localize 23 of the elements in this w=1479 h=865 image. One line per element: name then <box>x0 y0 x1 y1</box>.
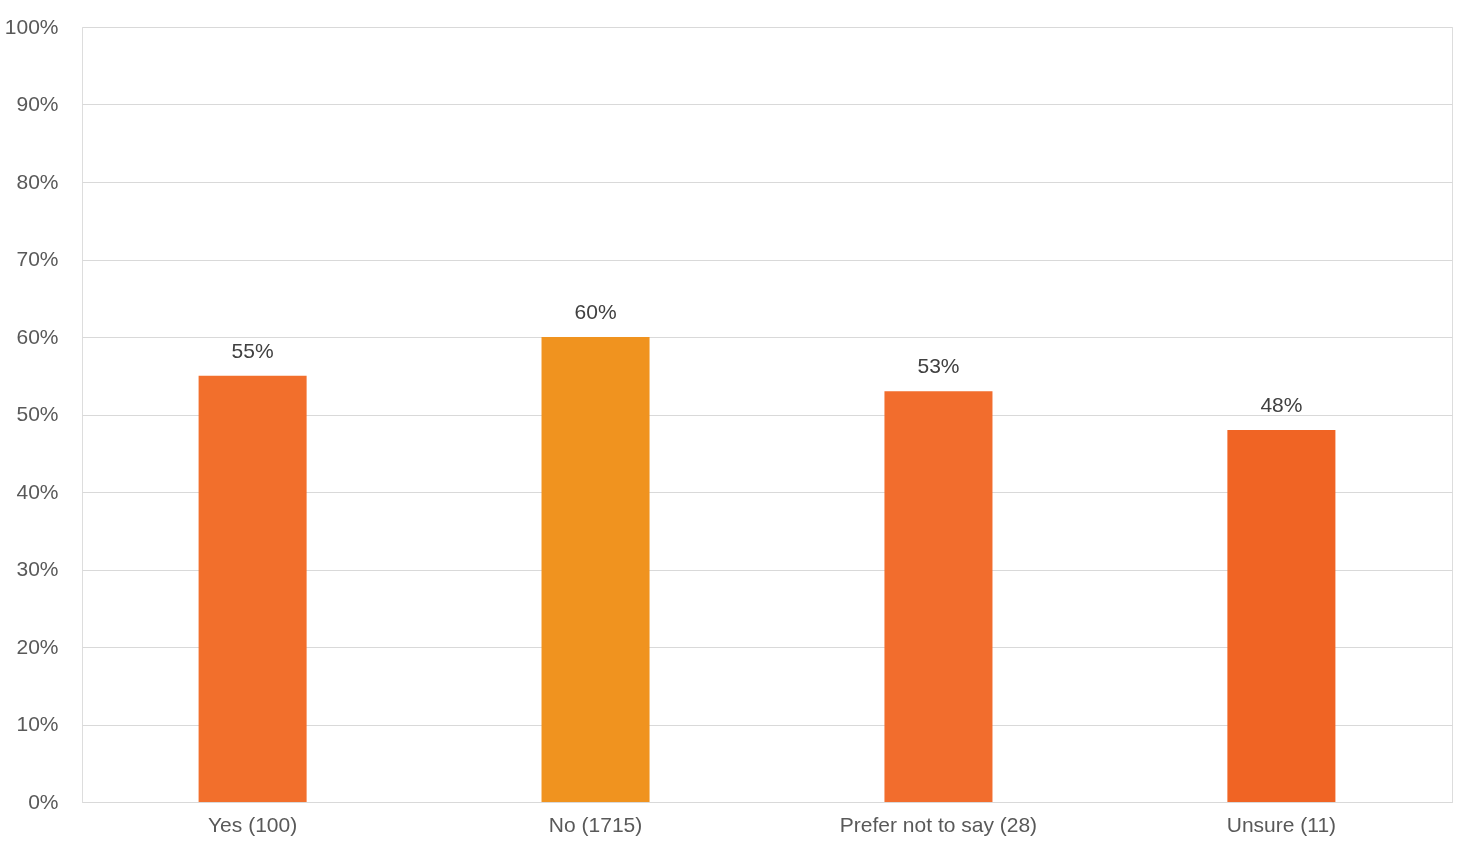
y-tick-label: 30% <box>16 557 59 580</box>
x-tick-label: Yes (100) <box>208 812 298 836</box>
data-label: 48% <box>1260 393 1303 416</box>
y-tick-label: 80% <box>16 169 59 193</box>
y-tick-label: 100% <box>4 14 59 38</box>
data-label: 53% <box>917 354 960 378</box>
y-tick-label: 0% <box>28 789 59 813</box>
y-tick-label: 70% <box>16 247 59 270</box>
x-tick-label: Unsure (11) <box>1226 812 1337 836</box>
bar <box>884 391 993 802</box>
bar <box>541 337 650 802</box>
data-label: 55% <box>231 338 274 362</box>
y-tick-label: 40% <box>16 479 59 503</box>
y-tick-label: 90% <box>16 92 59 115</box>
y-tick-label: 60% <box>16 324 59 348</box>
y-tick-label: 20% <box>16 634 59 658</box>
x-tick-label: No (1715) <box>548 812 643 836</box>
bar <box>1227 430 1336 802</box>
y-tick-label: 50% <box>16 402 59 425</box>
x-tick-label: Prefer not to say (28) <box>839 812 1038 836</box>
y-tick-label: 10% <box>16 712 59 735</box>
data-label: 60% <box>574 300 617 323</box>
bar <box>198 375 307 802</box>
